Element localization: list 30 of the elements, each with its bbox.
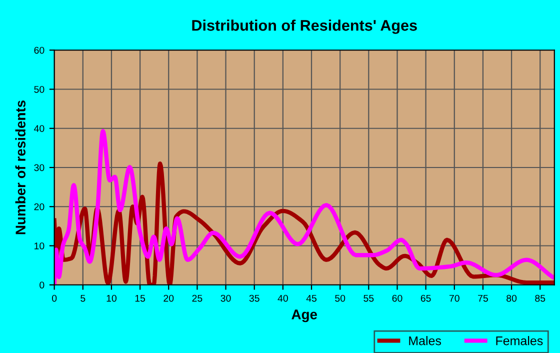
x-tick-label: 15 [135,294,146,302]
y-tick-label: 10 [34,242,44,250]
y-axis-title: Number of residents [15,100,26,234]
x-tick-label: 55 [364,294,374,302]
y-tick-label: 60 [34,46,44,54]
x-tick-label: 80 [506,294,517,302]
x-tick-label: 50 [335,294,346,302]
x-tick-label: 65 [420,294,431,302]
x-tick-label: 30 [220,294,231,302]
y-tick-label: 50 [34,86,44,93]
x-tick-label: 25 [192,294,202,302]
y-tick-label: 0 [40,282,44,288]
x-tick-label: 20 [164,294,174,302]
y-tick-label: 20 [34,203,44,210]
x-tick-label: 75 [478,294,488,302]
x-tick-label: 35 [249,294,260,302]
x-tick-label: 10 [106,294,116,302]
x-tick-label: 0 [52,294,57,302]
x-tick-label: 85 [535,294,546,302]
x-tick-label: 45 [306,294,317,302]
x-axis-title: Age [292,310,318,322]
y-tick-label: 30 [34,164,44,172]
y-tick-label: 40 [34,125,44,132]
chart-title: Distribution of Residents' Ages [192,20,417,34]
x-tick-label: 70 [449,294,460,302]
x-tick-label: 5 [80,294,86,302]
x-tick-label: 40 [278,294,288,302]
x-tick-label: 60 [392,294,402,302]
legend-label: Males [409,336,442,346]
legend-label: Females [496,336,543,346]
